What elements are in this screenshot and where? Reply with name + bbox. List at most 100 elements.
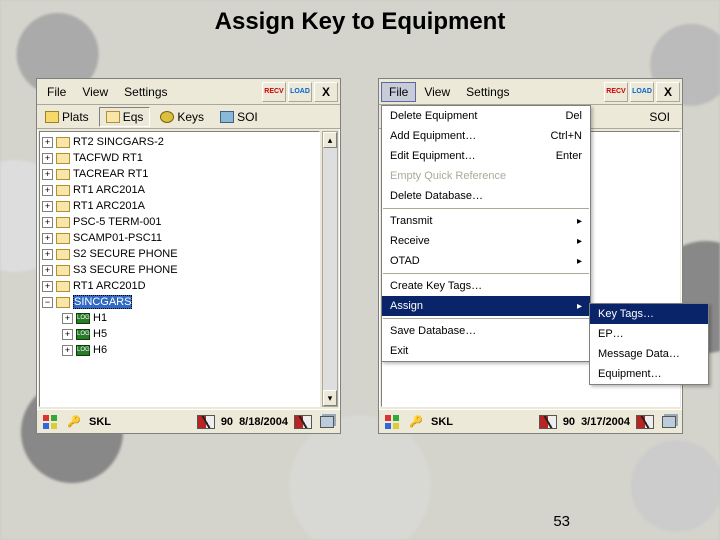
recv-button[interactable]: RECV — [604, 82, 628, 102]
submenu-item[interactable]: Equipment… — [590, 364, 708, 384]
tree-item[interactable]: + S3 SECURE PHONE — [40, 262, 319, 278]
scrollbar[interactable]: ▴ ▾ — [322, 131, 338, 407]
tab-soi[interactable]: SOI — [214, 108, 264, 126]
menu-item[interactable]: Exit — [382, 341, 590, 361]
tree-item[interactable]: + RT2 SINCGARS-2 — [40, 134, 319, 150]
load-button[interactable]: LOAD — [630, 82, 654, 102]
battery-icon — [539, 414, 557, 430]
tree-label: TACFWD RT1 — [73, 152, 143, 164]
tree-label: S2 SECURE PHONE — [73, 248, 178, 260]
tree-label: H6 — [93, 344, 107, 356]
assign-submenu[interactable]: Key Tags…EP…Message Data…Equipment… — [589, 303, 709, 385]
tree-item[interactable]: +TACREAR RT1 — [40, 166, 319, 182]
tree-label: PSC-5 TERM-001 — [73, 216, 161, 228]
tree-label: SINCGARS — [73, 295, 132, 309]
expander-icon[interactable]: + — [42, 217, 53, 228]
expander-icon[interactable]: + — [42, 265, 53, 276]
expander-icon[interactable]: + — [62, 345, 73, 356]
status-date: 3/17/2004 — [581, 416, 630, 428]
submenu-item[interactable]: EP… — [590, 324, 708, 344]
status-date: 8/18/2004 — [239, 416, 288, 428]
status-app: SKL — [89, 416, 111, 428]
folder-icon — [56, 217, 70, 228]
menu-item[interactable]: Edit Equipment…Enter — [382, 146, 590, 166]
slide-title: Assign Key to Equipment — [0, 8, 720, 36]
folder-icon — [56, 185, 70, 196]
battery-icon — [197, 414, 215, 430]
scroll-down-icon[interactable]: ▾ — [323, 390, 337, 406]
expander-icon[interactable]: + — [42, 281, 53, 292]
expander-icon[interactable]: + — [62, 313, 73, 324]
tree-item[interactable]: + S2 SECURE PHONE — [40, 246, 319, 262]
tree-item[interactable]: − SINCGARS — [40, 294, 319, 310]
status-bar: 🔑 SKL 90 8/18/2004 — [37, 409, 340, 433]
tree-label: S3 SECURE PHONE — [73, 264, 178, 276]
windows-icon — [41, 414, 59, 430]
stack-icon — [660, 414, 678, 430]
equipment-tree[interactable]: +RT2 SINCGARS-2+TACFWD RT1+TACREAR RT1+R… — [39, 131, 320, 407]
load-button[interactable]: LOAD — [288, 82, 312, 102]
tree-item[interactable]: + PSC-5 TERM-001 — [40, 214, 319, 230]
stack-icon — [318, 414, 336, 430]
menu-item[interactable]: Transmit — [382, 211, 590, 231]
log-icon: LOG — [76, 313, 90, 324]
tree-item[interactable]: +LOGH5 — [40, 326, 319, 342]
menu-settings[interactable]: Settings — [458, 82, 517, 102]
tree-item[interactable]: +LOGH6 — [40, 342, 319, 358]
menu-settings[interactable]: Settings — [116, 82, 175, 102]
toolbar: Plats Eqs Keys SOI — [37, 105, 340, 129]
status-app: SKL — [431, 416, 453, 428]
tree-item[interactable]: + RT1 ARC201A — [40, 182, 319, 198]
file-menu[interactable]: Delete EquipmentDelAdd Equipment…Ctrl+NE… — [381, 105, 591, 362]
expander-icon[interactable]: + — [42, 169, 53, 180]
tree-item[interactable]: +SCAMP01-PSC11 — [40, 230, 319, 246]
expander-icon[interactable]: + — [42, 233, 53, 244]
tree-item[interactable]: +LOGH1 — [40, 310, 319, 326]
tree-label: RT1 ARC201A — [73, 184, 145, 196]
recv-button[interactable]: RECV — [262, 82, 286, 102]
expander-icon[interactable]: + — [42, 137, 53, 148]
status-bar: 🔑 SKL 90 3/17/2004 — [379, 409, 682, 433]
menu-view[interactable]: View — [74, 82, 116, 102]
expander-icon[interactable]: + — [42, 185, 53, 196]
menu-item[interactable]: Receive — [382, 231, 590, 251]
menu-view[interactable]: View — [416, 82, 458, 102]
menu-item[interactable]: Delete Database… — [382, 186, 590, 206]
status-num: 90 — [221, 416, 233, 428]
tab-soi[interactable]: SOI — [643, 108, 676, 126]
menu-file[interactable]: File — [39, 82, 74, 102]
expander-icon[interactable]: + — [42, 249, 53, 260]
folder-icon — [56, 249, 70, 260]
tree-item[interactable]: +RT1 ARC201A — [40, 198, 319, 214]
tab-keys[interactable]: Keys — [154, 108, 210, 126]
expander-icon[interactable]: + — [42, 153, 53, 164]
menu-item: Empty Quick Reference — [382, 166, 590, 186]
tab-plats[interactable]: Plats — [39, 108, 95, 126]
submenu-item[interactable]: Message Data… — [590, 344, 708, 364]
plats-icon — [45, 111, 59, 123]
menu-item[interactable]: Delete EquipmentDel — [382, 106, 590, 126]
menu-item[interactable]: OTAD — [382, 251, 590, 271]
menu-item[interactable]: Save Database… — [382, 321, 590, 341]
soi-icon — [220, 111, 234, 123]
tree-item[interactable]: + TACFWD RT1 — [40, 150, 319, 166]
folder-icon — [56, 153, 70, 164]
menu-file[interactable]: File — [381, 82, 416, 102]
menu-item[interactable]: Create Key Tags… — [382, 276, 590, 296]
status-num: 90 — [563, 416, 575, 428]
expander-icon[interactable]: + — [42, 201, 53, 212]
menu-item[interactable]: Assign — [382, 296, 590, 316]
expander-icon[interactable]: + — [62, 329, 73, 340]
tab-eqs[interactable]: Eqs — [99, 107, 151, 127]
close-button[interactable]: X — [656, 82, 680, 102]
right-window: File View Settings RECV LOAD X SOI 🔑 SKL… — [378, 78, 683, 434]
close-button[interactable]: X — [314, 82, 338, 102]
flag-red-icon — [294, 414, 312, 430]
tree-label: RT2 SINCGARS-2 — [73, 136, 164, 148]
expander-icon[interactable]: − — [42, 297, 53, 308]
submenu-item[interactable]: Key Tags… — [590, 304, 708, 324]
tree-item[interactable]: +RT1 ARC201D — [40, 278, 319, 294]
tree-label: H1 — [93, 312, 107, 324]
scroll-up-icon[interactable]: ▴ — [323, 132, 337, 148]
menu-item[interactable]: Add Equipment…Ctrl+N — [382, 126, 590, 146]
